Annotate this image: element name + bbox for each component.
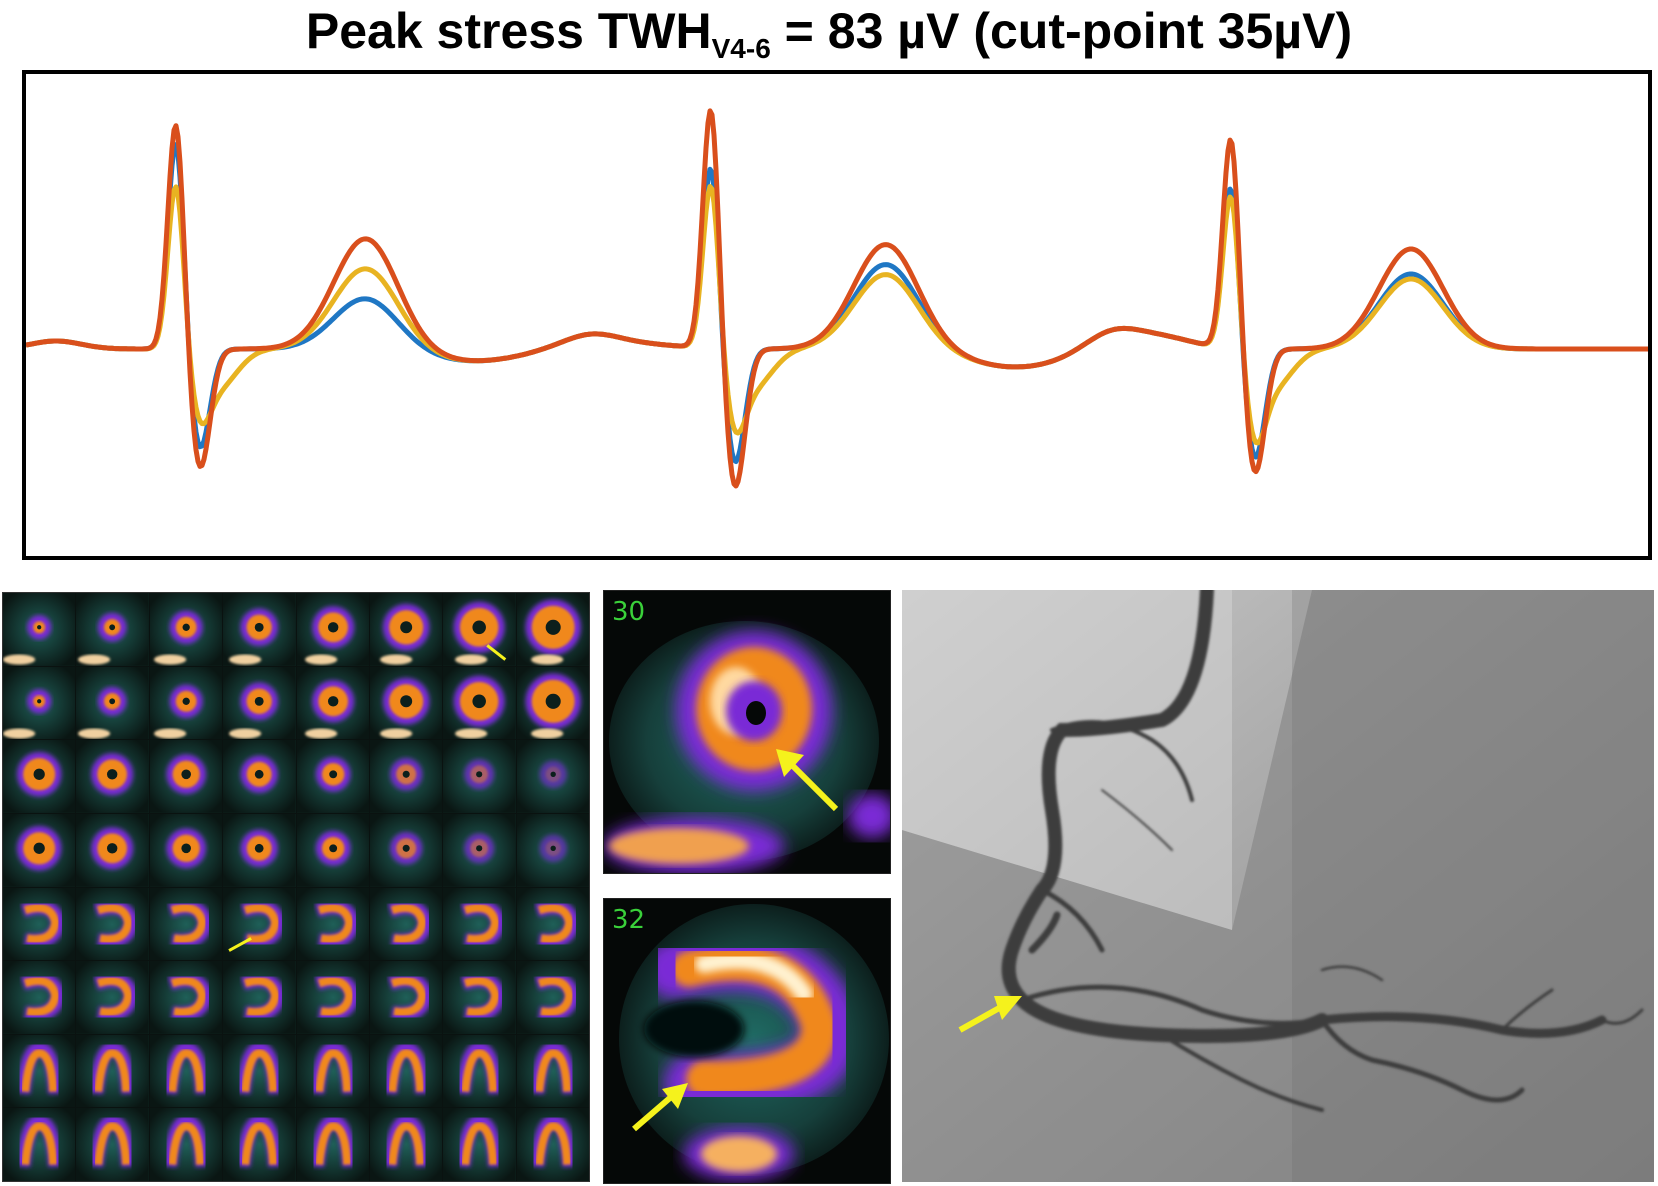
spect-slice-cell [223,1108,296,1181]
spect-slice-cell [223,1034,296,1108]
arrow-icon [486,644,507,661]
ecg-panel [22,70,1652,560]
spect-slice-cell [516,593,589,666]
arrow-icon [632,1083,688,1132]
spect-slice-cell [3,813,76,887]
spect-slice-cell [3,740,76,813]
spect-slice-cell [223,666,296,740]
spect-slice-cell [76,961,149,1034]
figure-title: Peak stress TWHV4-6 = 83 µV (cut-point 3… [0,0,1658,64]
spect-slice-cell [443,666,516,740]
spect-slice-cell [76,813,149,887]
spect-slice-cell [296,666,369,740]
spect-slice-cell [149,961,223,1034]
ecg-trace-blue [26,142,1648,465]
spect-slice-cell [369,1034,443,1108]
spect-slice-cell [223,887,296,961]
spect-slice-cell [149,740,223,813]
spect-slice-cell [369,593,443,666]
arrow-icon [228,936,252,952]
spect-slice-cell [149,1034,223,1108]
spect-slice-cell [296,813,369,887]
ecg-traces [26,108,1648,489]
spect-zoom-panel-30: 30 [603,590,891,874]
title-subscript: V4-6 [711,33,771,64]
spect-slice-cell [296,1108,369,1181]
spect-slice-cell [149,666,223,740]
coronary-angiogram [902,590,1654,1182]
spect-slice-cell [516,666,589,740]
spect-slice-cell [369,740,443,813]
spect-zoom-panel-32: 32 [603,898,891,1184]
spect-slice-cell [443,813,516,887]
spect-slice-cell [76,887,149,961]
spect-slice-cell [369,666,443,740]
spect-slice-cell [3,593,76,666]
slice-number: 30 [612,597,646,627]
spect-slice-cell [516,1108,589,1181]
spect-slice-cell [296,1034,369,1108]
spect-slice-cell [516,740,589,813]
spect-slice-cell [296,593,369,666]
spect-slice-cell [443,1034,516,1108]
spect-slice-cell [443,1108,516,1181]
spect-slice-cell [3,1034,76,1108]
spect-slice-cell [76,666,149,740]
ecg-trace-red [26,108,1648,489]
spect-slice-cell [516,813,589,887]
arrow-icon [776,749,839,812]
spect-slice-cell [369,1108,443,1181]
spect-slice-cell [3,1108,76,1181]
spect-slice-cell [76,593,149,666]
spect-slice-cell [443,961,516,1034]
spect-slice-cell [223,813,296,887]
spect-slice-cell [369,813,443,887]
spect-slice-cell [3,666,76,740]
spect-slice-cell [443,740,516,813]
spect-slice-cell [296,740,369,813]
spect-slice-cell [369,887,443,961]
spect-slice-cell [149,1108,223,1181]
spect-slice-cell [516,961,589,1034]
spect-slice-cell [149,813,223,887]
spect-slice-grid [2,592,590,1182]
spect-slice-cell [369,961,443,1034]
title-rest: = 83 µV (cut-point 35µV) [770,3,1353,59]
spect-slice-cell [76,1108,149,1181]
spect-slice-cell [223,961,296,1034]
spect-slice-cell [3,961,76,1034]
spect-slice-cell [149,593,223,666]
spect-slice-cell [443,593,516,666]
title-main: Peak stress TWH [305,3,712,59]
spect-slice-cell [76,740,149,813]
spect-slice-cell [516,1034,589,1108]
spect-slice-cell [443,887,516,961]
spect-slice-cell [223,593,296,666]
spect-slice-cell [3,887,76,961]
spect-slice-cell [223,740,296,813]
arrow-icon [958,996,1022,1033]
slice-number: 32 [612,905,646,935]
spect-slice-cell [149,887,223,961]
spect-slice-cell [76,1034,149,1108]
spect-slice-cell [296,961,369,1034]
spect-slice-cell [296,887,369,961]
spect-slice-cell [516,887,589,961]
